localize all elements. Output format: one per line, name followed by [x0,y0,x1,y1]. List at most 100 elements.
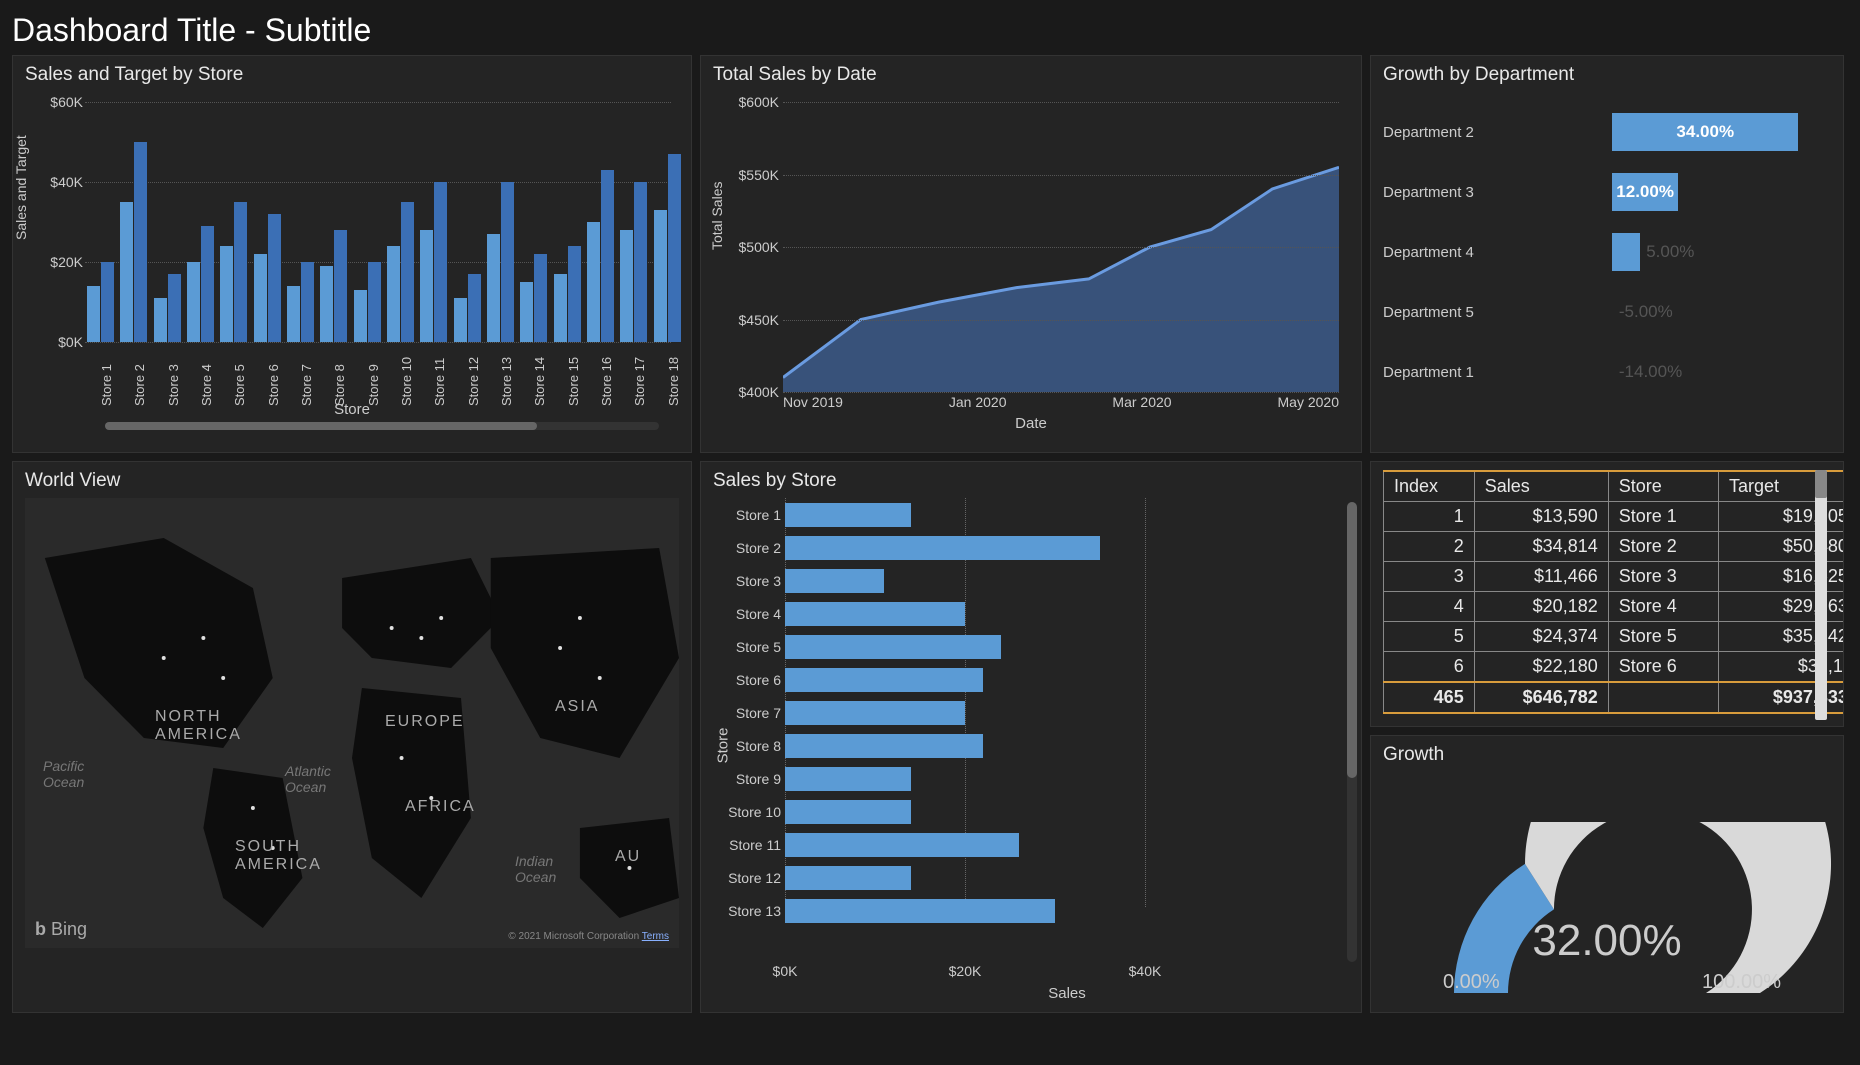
target-bar[interactable] [401,202,414,342]
gauge-card[interactable]: Growth 32.00% 0.00% 100.00% [1370,735,1844,1013]
sales-bar[interactable] [554,274,567,342]
h-scrollbar[interactable] [105,422,659,430]
hbar-row[interactable]: Store 6 [785,663,1349,696]
target-bar[interactable] [501,182,514,342]
sales-bar[interactable] [520,282,533,342]
hbar[interactable] [785,668,983,692]
hbar[interactable] [785,800,911,824]
dept-row[interactable]: Department 234.00% [1383,102,1831,162]
hbar-label: Store 1 [713,507,781,523]
target-bar[interactable] [301,262,314,342]
sales-bar[interactable] [654,210,667,342]
target-bar[interactable] [568,246,581,342]
area-y-tick: $550K [721,167,779,183]
sales-bar[interactable] [154,298,167,342]
hbar[interactable] [785,899,1055,923]
gauge-value: 32.00% [1532,916,1681,966]
table-card[interactable]: IndexSalesStoreTargetSales1$13,590Store … [1370,461,1844,727]
hbar[interactable] [785,602,965,626]
x-tick-label: Store 10 [399,357,414,406]
hbar-row[interactable]: Store 5 [785,630,1349,663]
hbar-row[interactable]: Store 3 [785,564,1349,597]
dept-bar[interactable]: 12.00% [1612,173,1678,211]
hbar-row[interactable]: Store 12 [785,861,1349,894]
sales-bar[interactable] [87,286,100,342]
hbar-row[interactable]: Store 8 [785,729,1349,762]
world-card[interactable]: World View [12,461,692,1013]
target-bar[interactable] [101,262,114,342]
target-bar[interactable] [368,262,381,342]
sales-bar[interactable] [487,234,500,342]
table-row[interactable]: 6$22,180Store 6$32,161$22,180 [1384,652,1845,683]
sales-bar[interactable] [420,230,433,342]
target-bar[interactable] [534,254,547,342]
dept-row[interactable]: Department 312.00% [1383,162,1831,222]
target-bar[interactable] [268,214,281,342]
sales-bar[interactable] [354,290,367,342]
table-row[interactable]: 3$11,466Store 3$16,625.7$11,466 [1384,562,1845,592]
hbar[interactable] [785,833,1019,857]
terms-link[interactable]: Terms [642,931,669,942]
sales-bar[interactable] [220,246,233,342]
hbar-row[interactable]: Store 7 [785,696,1349,729]
table-cell: $22,180 [1474,652,1608,683]
hbar[interactable] [785,701,965,725]
sales-bar[interactable] [587,222,600,342]
hbar-row[interactable]: Store 4 [785,597,1349,630]
hbar-scrollbar[interactable] [1347,502,1357,962]
target-bar[interactable] [601,170,614,342]
growth-dept-title: Growth by Department [1383,64,1831,86]
hbar-row[interactable]: Store 13 [785,894,1349,927]
sales-bar[interactable] [254,254,267,342]
world-map[interactable]: b Bing © 2021 Microsoft Corporation Term… [25,498,679,948]
dept-row[interactable]: Department 45.00% [1383,222,1831,282]
area-x-label: Date [1015,415,1047,432]
hbar[interactable] [785,503,911,527]
table-row[interactable]: 2$34,814Store 2$50,480.3$34,814 [1384,532,1845,562]
target-bar[interactable] [468,274,481,342]
sales-target-card[interactable]: Sales and Target by Store Sales and Targ… [12,55,692,453]
sales-bar[interactable] [454,298,467,342]
total-sales-card[interactable]: Total Sales by Date Total Sales $600K$55… [700,55,1362,453]
table-row[interactable]: 1$13,590Store 1$19,705.5$13,590 [1384,502,1845,532]
target-bar[interactable] [334,230,347,342]
table-scrollbar[interactable] [1815,470,1827,720]
data-table[interactable]: IndexSalesStoreTargetSales1$13,590Store … [1383,470,1844,714]
sales-bar[interactable] [120,202,133,342]
dept-row[interactable]: Department 5-5.00% [1383,282,1831,342]
table-row[interactable]: 5$24,374Store 5$35,342.3$24,374 [1384,622,1845,652]
target-bar[interactable] [634,182,647,342]
table-header[interactable]: Store [1608,471,1718,502]
dept-bar[interactable] [1612,233,1639,271]
sales-bar[interactable] [620,230,633,342]
hbar-row[interactable]: Store 10 [785,795,1349,828]
hbar[interactable] [785,569,884,593]
sales-bar[interactable] [387,246,400,342]
table-row[interactable]: 4$20,182Store 4$29,263.9$20,182 [1384,592,1845,622]
hbar-row[interactable]: Store 9 [785,762,1349,795]
hbar-row[interactable]: Store 11 [785,828,1349,861]
hbar-row[interactable]: Store 1 [785,498,1349,531]
table-header[interactable]: Index [1384,471,1475,502]
table-header[interactable]: Sales [1474,471,1608,502]
dept-row[interactable]: Department 1-14.00% [1383,342,1831,402]
target-bar[interactable] [134,142,147,342]
sales-bar[interactable] [320,266,333,342]
hbar[interactable] [785,767,911,791]
target-bar[interactable] [234,202,247,342]
dept-bar[interactable]: 34.00% [1612,113,1798,151]
hbar[interactable] [785,635,1001,659]
target-bar[interactable] [201,226,214,342]
hbar[interactable] [785,734,983,758]
target-bar[interactable] [168,274,181,342]
target-bar[interactable] [668,154,681,342]
hbar[interactable] [785,536,1100,560]
hbar[interactable] [785,866,911,890]
sales-bar[interactable] [287,286,300,342]
table-cell: 5 [1384,622,1475,652]
hbar-row[interactable]: Store 2 [785,531,1349,564]
sales-by-store-card[interactable]: Sales by Store Store Store 1Store 2Store… [700,461,1362,1013]
sales-bar[interactable] [187,262,200,342]
target-bar[interactable] [434,182,447,342]
growth-dept-card[interactable]: Growth by Department Department 234.00%D… [1370,55,1844,453]
